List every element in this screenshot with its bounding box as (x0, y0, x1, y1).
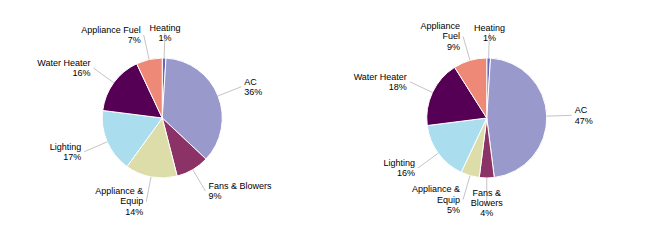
pie-chart: Heating1% AC36% Fans & Blowers9% Appliance … (37, 23, 272, 217)
category-label: Heating (474, 23, 505, 33)
slices (102, 58, 222, 178)
category-label: Fans & (472, 188, 501, 198)
slice-label: Fans &Blowers4% (471, 188, 504, 219)
pie-slice (455, 58, 487, 118)
slice-label: Water Heater16% (37, 58, 90, 78)
category-label: AC (575, 105, 588, 115)
slice-label: Appliance Fuel7% (81, 25, 141, 45)
slice-label: Water Heater18% (354, 72, 407, 92)
value-label: 47% (575, 116, 593, 126)
slice-label: Appliance &Equip14% (95, 186, 143, 217)
slice-label: Lighting16% (383, 158, 415, 178)
pie-slice (487, 58, 547, 177)
leader-line (418, 153, 438, 168)
leader-line (84, 142, 107, 152)
value-label: 9% (209, 191, 222, 201)
leader-line (218, 87, 241, 96)
value-label: 36% (244, 87, 262, 97)
leader-line (463, 36, 470, 60)
chart-root: Heating1%AC36%Fans & Blowers9%Appliance … (0, 0, 649, 236)
pie-slice (427, 118, 487, 172)
slice-label: Heating1% (474, 23, 505, 43)
value-label: 17% (63, 152, 81, 162)
value-label: 5% (447, 205, 460, 215)
leader-line (547, 115, 572, 117)
category-label: AC (244, 77, 257, 87)
leader-line (410, 82, 433, 93)
value-label: 16% (72, 68, 90, 78)
leader-line (146, 177, 151, 202)
category-label: Equip (437, 195, 460, 205)
slice-label: AC47% (575, 105, 593, 125)
category-label: Water Heater (37, 58, 90, 68)
leader-line (93, 68, 113, 83)
pie-chart: Heating1% AC47% Fans &Blowers4% Appliance &… (354, 21, 593, 218)
category-label: Lighting (50, 142, 82, 152)
slices (427, 58, 547, 178)
leader-line (463, 176, 470, 200)
slice-label: AC36% (244, 77, 262, 97)
value-label: 18% (389, 82, 407, 92)
leader-line (193, 170, 206, 192)
category-label: Appliance & (412, 184, 460, 194)
pie-slice (102, 110, 162, 166)
labels: Heating1% AC36% Fans & Blowers9% Appliance … (37, 23, 272, 217)
labels: Heating1% AC47% Fans &Blowers4% Appliance &… (354, 21, 593, 218)
leader-line (144, 35, 149, 59)
slice-label: Appliance &Equip5% (412, 184, 460, 215)
value-label: 4% (480, 208, 493, 218)
value-label: 9% (447, 42, 460, 52)
category-label: Equip (120, 196, 143, 206)
category-label: Heating (149, 23, 180, 33)
slice-label: Fans & Blowers9% (209, 181, 273, 201)
slice-label: Heating1% (149, 23, 180, 43)
category-label: Fuel (443, 31, 461, 41)
category-label: Water Heater (354, 72, 407, 82)
slice-label: Lighting17% (50, 142, 82, 162)
category-label: Appliance Fuel (81, 25, 141, 35)
value-label: 7% (128, 35, 141, 45)
value-label: 14% (125, 207, 143, 217)
category-label: Blowers (471, 198, 504, 208)
slice-label: ApplianceFuel9% (421, 21, 461, 52)
value-label: 16% (397, 168, 415, 178)
category-label: Appliance (421, 21, 461, 31)
value-label: 1% (483, 33, 496, 43)
category-label: Appliance & (95, 186, 143, 196)
value-label: 1% (158, 33, 171, 43)
category-label: Fans & Blowers (209, 181, 273, 191)
category-label: Lighting (383, 158, 415, 168)
pie-slice (137, 58, 163, 118)
